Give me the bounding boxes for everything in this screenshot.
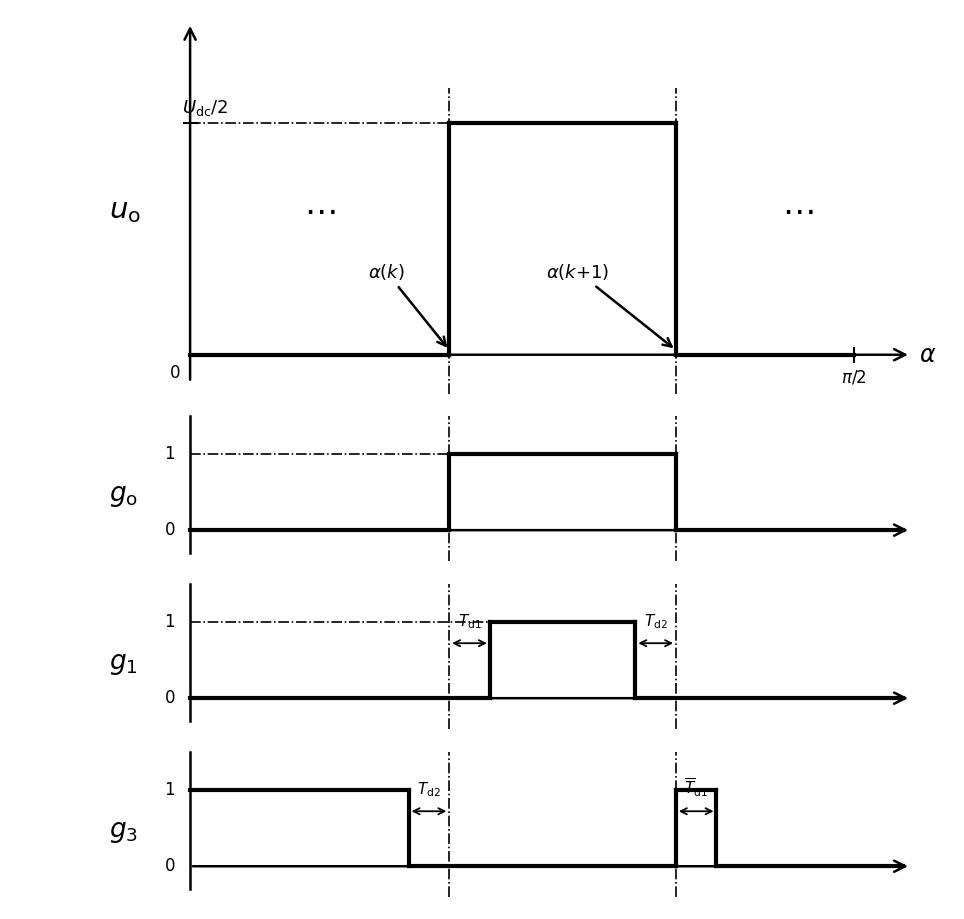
- Text: $\overline{T}_{\rm d1}$: $\overline{T}_{\rm d1}$: [684, 777, 709, 799]
- Text: $0$: $0$: [164, 857, 175, 875]
- Text: $1$: $1$: [165, 613, 175, 630]
- Text: $g_{\rm o}$: $g_{\rm o}$: [109, 482, 138, 509]
- Text: $T_{\rm d2}$: $T_{\rm d2}$: [417, 780, 441, 799]
- Text: $\pi/2$: $\pi/2$: [842, 369, 867, 387]
- Text: $0$: $0$: [164, 521, 175, 539]
- Text: $\alpha(k{+}1)$: $\alpha(k{+}1)$: [547, 262, 672, 346]
- Text: $T_{\rm d2}$: $T_{\rm d2}$: [644, 612, 668, 631]
- Text: $1$: $1$: [165, 781, 175, 799]
- Text: $\alpha$: $\alpha$: [919, 343, 936, 367]
- Text: $0$: $0$: [164, 689, 175, 708]
- Text: $\cdots$: $\cdots$: [782, 195, 814, 227]
- Text: $u_{\rm o}$: $u_{\rm o}$: [109, 197, 141, 225]
- Text: $\cdots$: $\cdots$: [304, 195, 335, 227]
- Text: $g_{\rm 1}$: $g_{\rm 1}$: [109, 651, 138, 676]
- Text: $1$: $1$: [165, 445, 175, 463]
- Text: $T_{\rm d1}$: $T_{\rm d1}$: [458, 612, 481, 631]
- Text: $U_{\rm dc}/2$: $U_{\rm dc}/2$: [182, 98, 228, 119]
- Text: $0$: $0$: [169, 364, 180, 382]
- Text: $\alpha(k)$: $\alpha(k)$: [368, 262, 445, 346]
- Text: $g_{\rm 3}$: $g_{\rm 3}$: [109, 819, 138, 845]
